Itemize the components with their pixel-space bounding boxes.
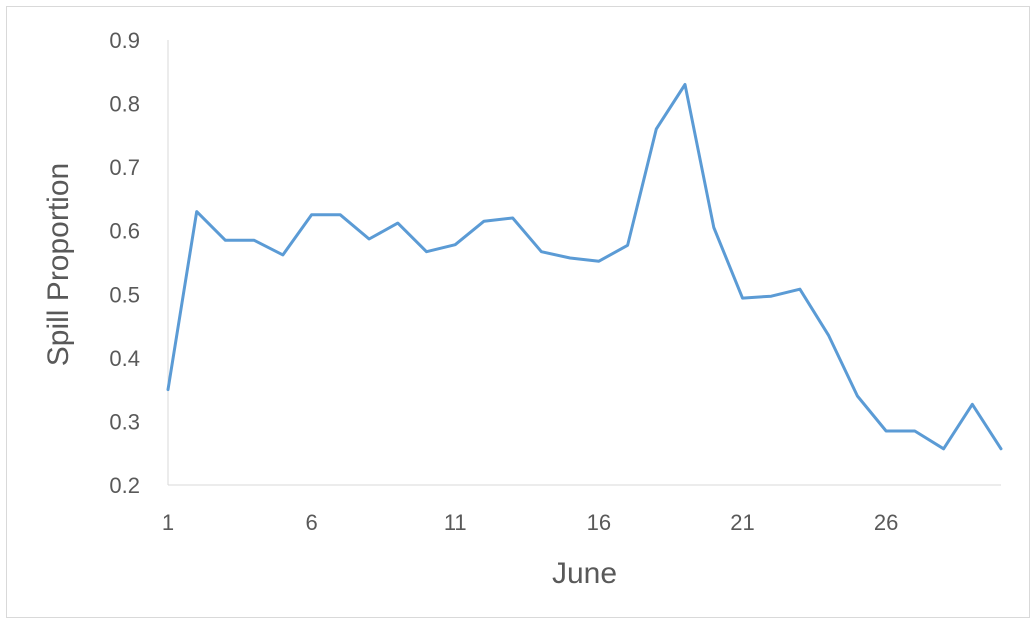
x-axis-title: June — [552, 557, 617, 590]
x-axis: 1 6 11 16 21 26 — [162, 484, 1001, 535]
x-tick-label: 11 — [444, 510, 467, 535]
chart-frame — [6, 6, 1030, 618]
y-axis-title: Spill Proportion — [42, 163, 75, 366]
x-tick-label: 1 — [162, 510, 174, 535]
series-line — [166, 83, 1003, 451]
y-tick-label: 0.9 — [109, 28, 140, 53]
y-tick-label: 0.6 — [109, 219, 140, 244]
series-group — [166, 83, 1003, 451]
x-tick-label: 6 — [305, 510, 317, 535]
y-tick-label: 0.2 — [109, 473, 140, 498]
y-axis: 0.2 0.3 0.4 0.5 0.6 0.7 0.8 0.9 — [109, 28, 169, 498]
y-tick-label: 0.8 — [109, 92, 140, 117]
x-tick-label: 26 — [874, 510, 898, 535]
y-tick-label: 0.4 — [109, 346, 140, 371]
x-tick-label: 21 — [730, 510, 754, 535]
x-tick-label: 16 — [587, 510, 611, 535]
y-tick-label: 0.3 — [109, 409, 140, 434]
y-tick-label: 0.7 — [109, 155, 140, 180]
y-tick-label: 0.5 — [109, 282, 140, 307]
